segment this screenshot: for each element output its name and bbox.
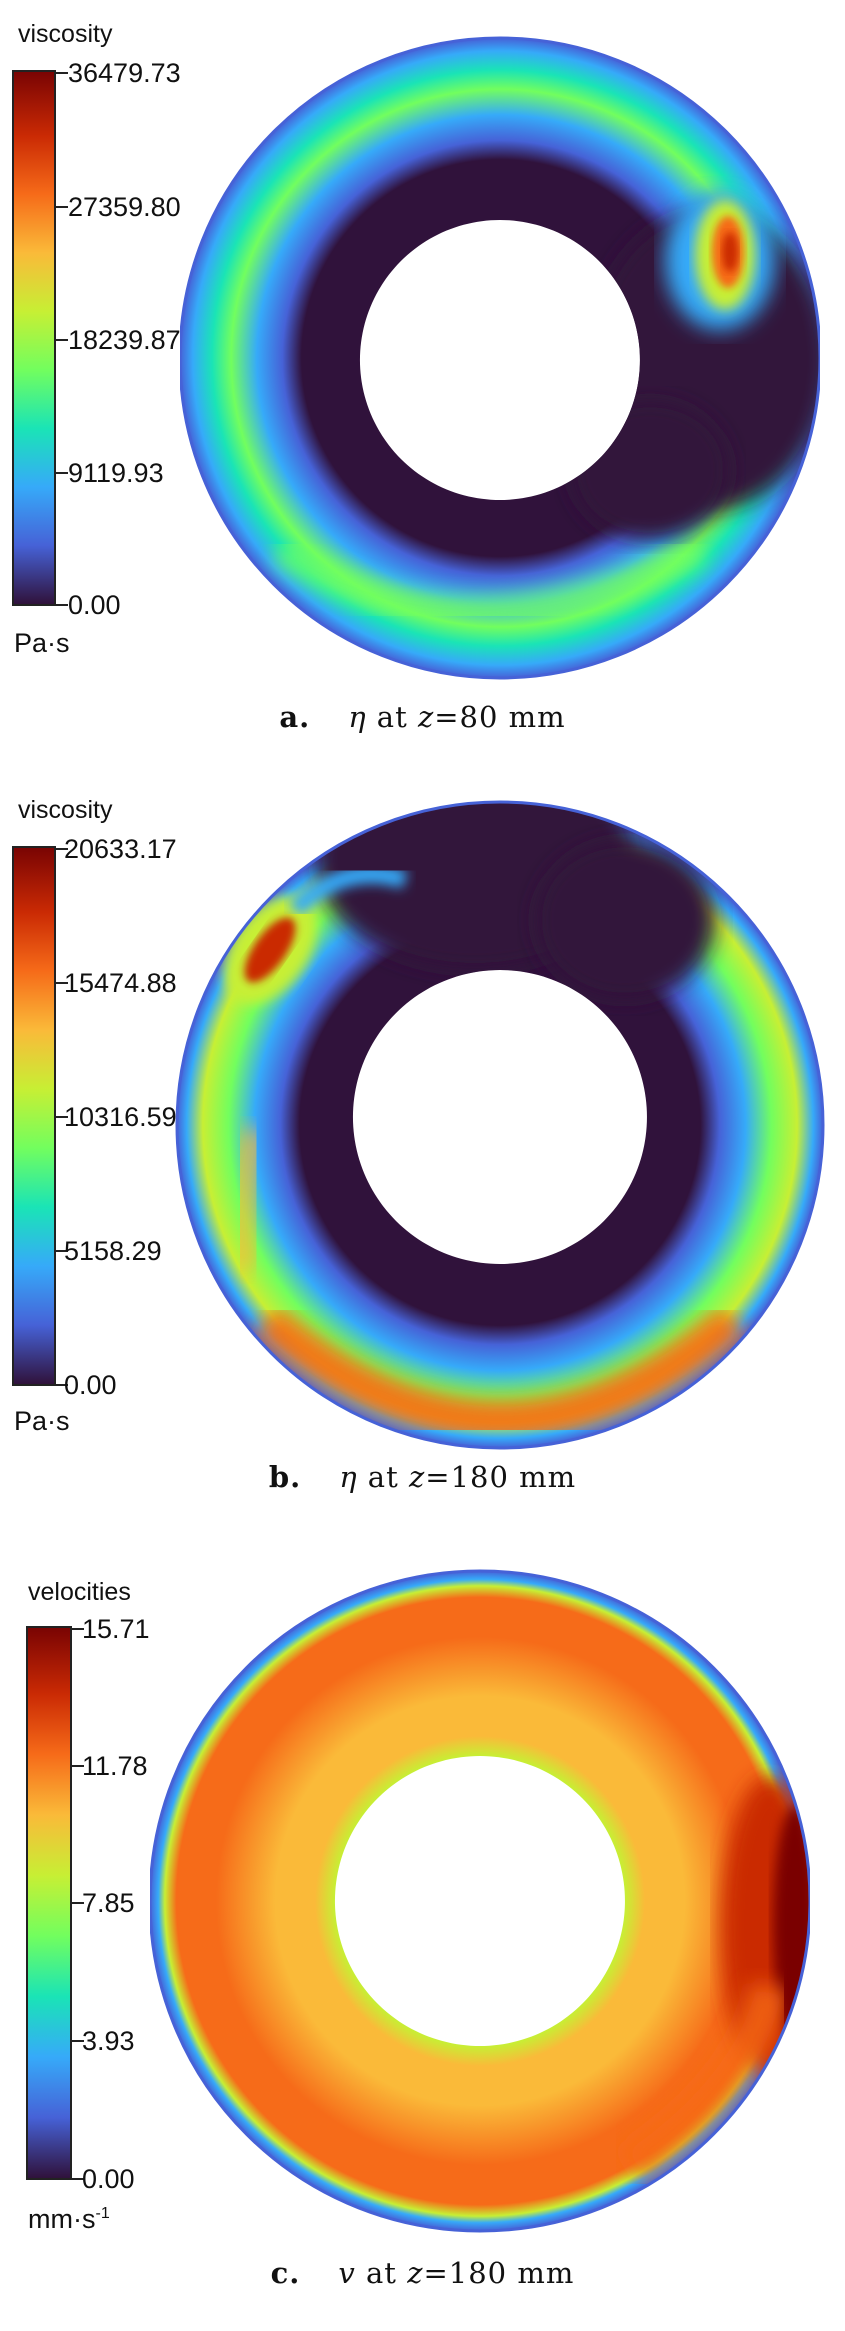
caption-label: a. — [279, 700, 311, 734]
caption-a: a. η at z=80 mm — [0, 700, 845, 734]
caption-b: b. η at z=180 mm — [0, 1460, 845, 1494]
colorbar — [12, 846, 56, 1386]
caption-c: c. v at z=180 mm — [0, 2256, 845, 2290]
caption-var: z — [417, 700, 435, 734]
caption-text: at — [355, 2256, 408, 2290]
caption-symbol: η — [348, 700, 367, 734]
colorbar-tick-label: 20633.17 — [64, 834, 177, 864]
colorbar-tick-label: 10316.59 — [64, 1102, 177, 1132]
colorbar-tick-mark — [72, 2178, 84, 2180]
caption-label: c. — [270, 2256, 301, 2290]
colorbar-tick-label: 27359.80 — [68, 192, 181, 222]
viscosity-field-a — [180, 36, 820, 680]
colorbar-tick-mark — [72, 1628, 84, 1630]
colorbar-title: viscosity — [18, 796, 113, 824]
colorbar-tick-label: 3.93 — [82, 2026, 135, 2056]
colorbar-tick-label: 0.00 — [82, 2164, 135, 2194]
colorbar-tick-label: 7.85 — [82, 1888, 135, 1918]
colorbar-tick-mark — [56, 848, 68, 850]
colorbar — [26, 1626, 72, 2180]
caption-var: z — [408, 1460, 426, 1494]
caption-text: at — [366, 700, 418, 734]
caption-text: at — [357, 1460, 409, 1494]
colorbar-unit-base: mm·s — [28, 2204, 96, 2234]
colorbar-tick-mark — [72, 1902, 84, 1904]
colorbar-unit-exponent: -1 — [95, 2205, 110, 2222]
colorbar-tick-mark — [56, 339, 68, 341]
caption-value: =80 mm — [434, 700, 566, 734]
colorbar-tick-label: 0.00 — [68, 590, 121, 620]
colorbar-title: viscosity — [18, 20, 113, 48]
colorbar-tick-label: 36479.73 — [68, 58, 181, 88]
colorbar-tick-label: 0.00 — [64, 1370, 117, 1400]
caption-symbol: v — [338, 2256, 356, 2290]
colorbar-tick-mark — [56, 604, 68, 606]
colorbar-tick-label: 11.78 — [82, 1751, 148, 1781]
caption-value: =180 mm — [423, 2256, 575, 2290]
colorbar-tick-mark — [56, 1116, 68, 1118]
colorbar-tick-label: 18239.87 — [68, 325, 181, 355]
colorbar — [12, 70, 56, 606]
colorbar-title: velocities — [28, 1578, 131, 1606]
panel-c: velocities 15.71 11.78 7.85 3.93 0.00 mm… — [0, 1550, 845, 2331]
colorbar-tick-mark — [56, 1250, 68, 1252]
caption-symbol: η — [339, 1460, 358, 1494]
colorbar-tick-mark — [56, 1384, 68, 1386]
caption-value: =180 mm — [425, 1460, 577, 1494]
colorbar-tick-mark — [56, 472, 68, 474]
colorbar-tick-label: 9119.93 — [68, 458, 164, 488]
panel-a: viscosity 36479.73 27359.80 18239.87 911… — [0, 0, 845, 770]
colorbar-unit: mm·s-1 — [28, 2204, 110, 2235]
colorbar-tick-label: 5158.29 — [64, 1236, 162, 1266]
colorbar-unit: Pa·s — [14, 628, 70, 658]
viscosity-field-b — [175, 800, 825, 1450]
colorbar-tick-mark — [56, 72, 68, 74]
velocity-field-c — [150, 1569, 810, 2233]
colorbar-tick-label: 15474.88 — [64, 968, 177, 998]
colorbar-tick-label: 15.71 — [82, 1614, 150, 1644]
colorbar-tick-mark — [56, 982, 68, 984]
caption-label: b. — [268, 1460, 302, 1494]
colorbar-tick-mark — [72, 1765, 84, 1767]
caption-var: z — [407, 2256, 424, 2290]
colorbar-tick-mark — [72, 2040, 84, 2042]
colorbar-tick-mark — [56, 206, 68, 208]
panel-b: viscosity 20633.17 15474.88 10316.59 515… — [0, 770, 845, 1550]
colorbar-unit: Pa·s — [14, 1406, 70, 1436]
